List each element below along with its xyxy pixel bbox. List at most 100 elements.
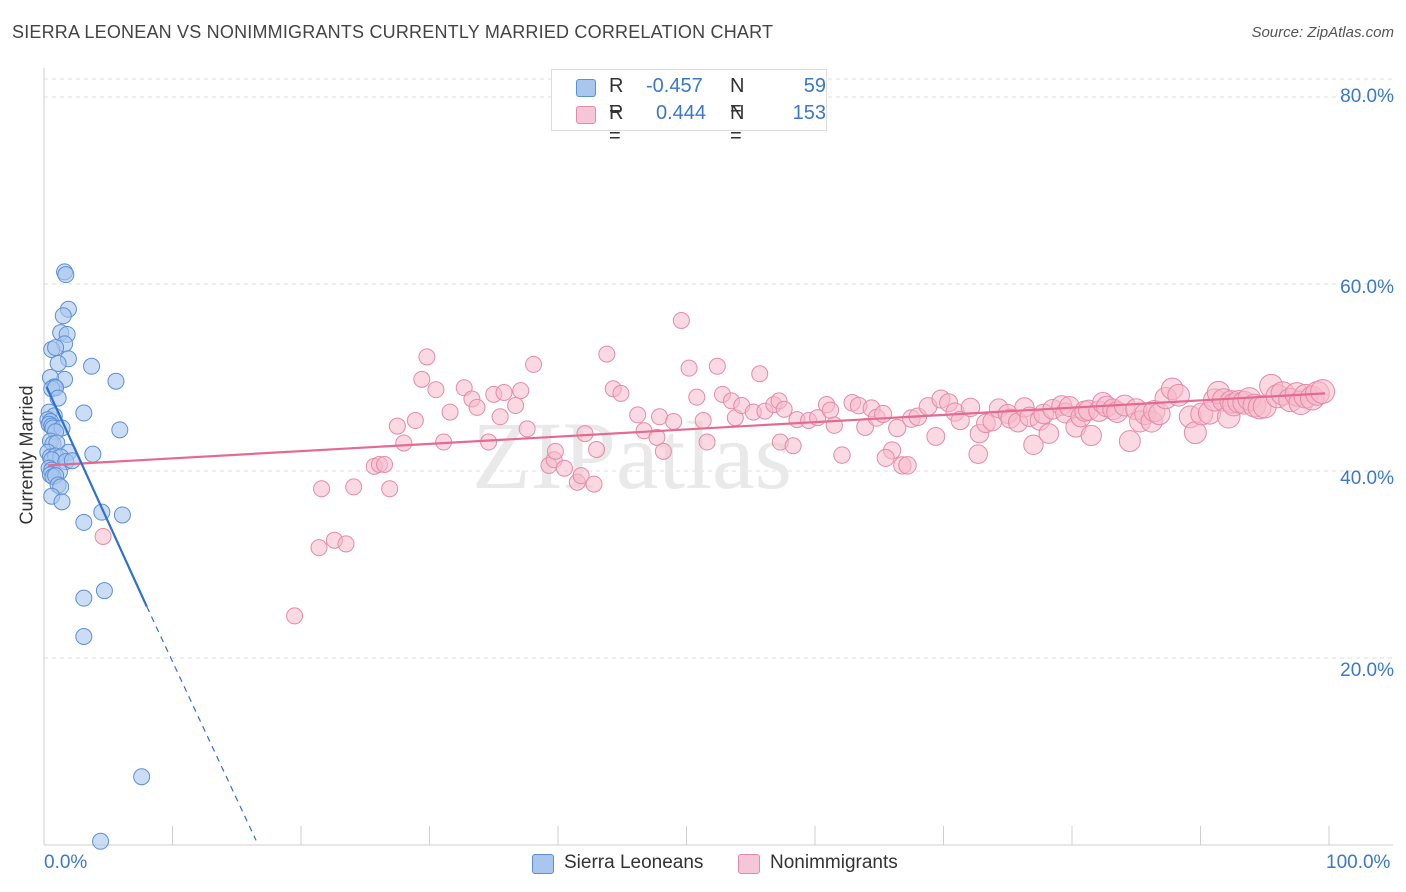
- nonimmigrants-point: [313, 480, 331, 498]
- nonimmigrants-point: [651, 408, 669, 426]
- trend-lines: [45, 386, 1326, 841]
- legend-r-value: -0.457: [646, 75, 703, 97]
- nonimmigrants-point: [1023, 434, 1044, 456]
- sierra-leoneans-point: [133, 768, 151, 786]
- bottom-legend-label: Nonimmigrants: [770, 852, 898, 873]
- nonimmigrants-point: [376, 455, 394, 473]
- nonimmigrants-point: [888, 418, 907, 438]
- nonimmigrants-point: [480, 433, 498, 451]
- sierra-leoneans-point: [54, 307, 72, 325]
- nonimmigrants-point: [775, 400, 793, 418]
- y-tick-label: 60.0%: [1340, 277, 1394, 298]
- legend-r-label: R =: [609, 102, 624, 147]
- x-tick-label: 0.0%: [44, 852, 88, 873]
- nonimmigrants-point: [821, 401, 840, 419]
- nonimmigrants-point: [833, 446, 851, 464]
- nonimmigrants-point: [968, 444, 988, 464]
- sierra-leoneans-trend-line: [45, 386, 148, 608]
- nonimmigrants-point: [751, 365, 769, 383]
- sierra-leoneans-point: [113, 506, 131, 524]
- nonimmigrants-point: [468, 398, 486, 416]
- y-tick-label: 40.0%: [1340, 468, 1394, 489]
- nonimmigrants-point: [680, 359, 698, 377]
- nonimmigrants-point: [413, 370, 431, 388]
- nonimmigrants-point: [612, 384, 630, 402]
- nonimmigrants-point: [898, 456, 917, 475]
- correlation-legend: R = -0.457 N = 59 R = 0.444 N = 153: [551, 69, 827, 147]
- nonimmigrants-point: [427, 381, 445, 399]
- nonimmigrants-point: [784, 437, 802, 455]
- chart-title: SIERRA LEONEAN VS NONIMMIGRANTS CURRENTL…: [12, 22, 774, 42]
- nonimmigrants-point: [555, 459, 573, 477]
- sierra-leoneans-trend-extension: [146, 606, 257, 841]
- nonimmigrants-point: [388, 417, 406, 435]
- nonimmigrants-point: [495, 383, 513, 401]
- sierra-leoneans-point: [92, 832, 110, 850]
- nonimmigrants-point: [694, 412, 712, 430]
- y-tick-label: 20.0%: [1340, 660, 1394, 681]
- nonimmigrants-point: [576, 425, 594, 443]
- bottom-legend-swatch-pink: [738, 854, 760, 874]
- nonimmigrants-point: [698, 433, 716, 451]
- nonimmigrants-point: [874, 404, 893, 423]
- sierra-leoneans-point: [75, 589, 93, 607]
- nonimmigrants-point: [926, 426, 946, 446]
- sierra-leoneans-point: [75, 513, 93, 531]
- sierra-leoneans-point: [57, 266, 75, 284]
- legend-r-value: 0.444: [656, 102, 707, 124]
- nonimmigrants-point: [648, 428, 666, 446]
- legend-swatch-blue: [576, 79, 596, 97]
- nonimmigrants-point: [876, 448, 895, 467]
- nonimmigrants-point: [950, 410, 970, 431]
- nonimmigrants-point: [491, 408, 509, 426]
- nonimmigrants-point: [654, 442, 672, 460]
- x-tick-label: 100.0%: [1326, 852, 1391, 873]
- sierra-leoneans-point: [53, 493, 71, 511]
- nonimmigrants-point: [1118, 430, 1141, 453]
- nonimmigrants-trend-line: [47, 392, 1326, 467]
- legend-n-label: N =: [730, 102, 745, 147]
- legend-r-label: R =: [609, 75, 624, 120]
- nonimmigrants-point: [381, 480, 399, 498]
- sierra-leoneans-point: [47, 339, 65, 357]
- nonimmigrants-point: [672, 311, 690, 329]
- nonimmigrants-point: [94, 527, 112, 545]
- sierra-leoneans-point: [111, 421, 129, 439]
- legend-n-value: 153: [792, 102, 826, 124]
- nonimmigrants-point: [337, 535, 355, 553]
- nonimmigrants-point: [1310, 379, 1336, 404]
- sierra-leoneans-point: [84, 445, 102, 463]
- nonimmigrants-point: [507, 397, 525, 415]
- nonimmigrants-point: [1080, 424, 1102, 447]
- nonimmigrants-point: [629, 406, 647, 424]
- nonimmigrants-point: [665, 412, 683, 430]
- sierra-leoneans-point: [95, 582, 113, 600]
- bottom-legend-label: Sierra Leoneans: [564, 852, 704, 873]
- nonimmigrants-point: [395, 434, 413, 452]
- legend-n-value: 59: [803, 75, 826, 97]
- nonimmigrants-point: [546, 442, 564, 460]
- nonimmigrants-point: [572, 467, 590, 485]
- legend-swatch-pink: [576, 106, 596, 124]
- nonimmigrants-point: [441, 403, 459, 421]
- nonimmigrants-point: [518, 420, 536, 438]
- nonimmigrants-point: [345, 478, 363, 496]
- nonimmigrants-point: [1038, 423, 1060, 444]
- nonimmigrants-point: [310, 539, 328, 557]
- y-axis-label: Currently Married: [16, 385, 37, 525]
- sierra-leoneans-point: [49, 354, 67, 372]
- nonimmigrants-point: [585, 475, 603, 493]
- nonimmigrants-point: [525, 355, 543, 373]
- nonimmigrants-point: [512, 382, 530, 400]
- nonimmigrants-point: [406, 412, 424, 430]
- nonimmigrants-point: [418, 348, 436, 366]
- nonimmigrants-point: [688, 388, 706, 406]
- sierra-leoneans-point: [75, 404, 93, 422]
- sierra-leoneans-points: [39, 263, 151, 850]
- nonimmigrants-point: [708, 357, 726, 375]
- sierra-leoneans-point: [75, 627, 93, 645]
- y-tick-label: 80.0%: [1340, 86, 1394, 107]
- sierra-leoneans-point: [83, 357, 101, 375]
- sierra-leoneans-point: [107, 372, 125, 390]
